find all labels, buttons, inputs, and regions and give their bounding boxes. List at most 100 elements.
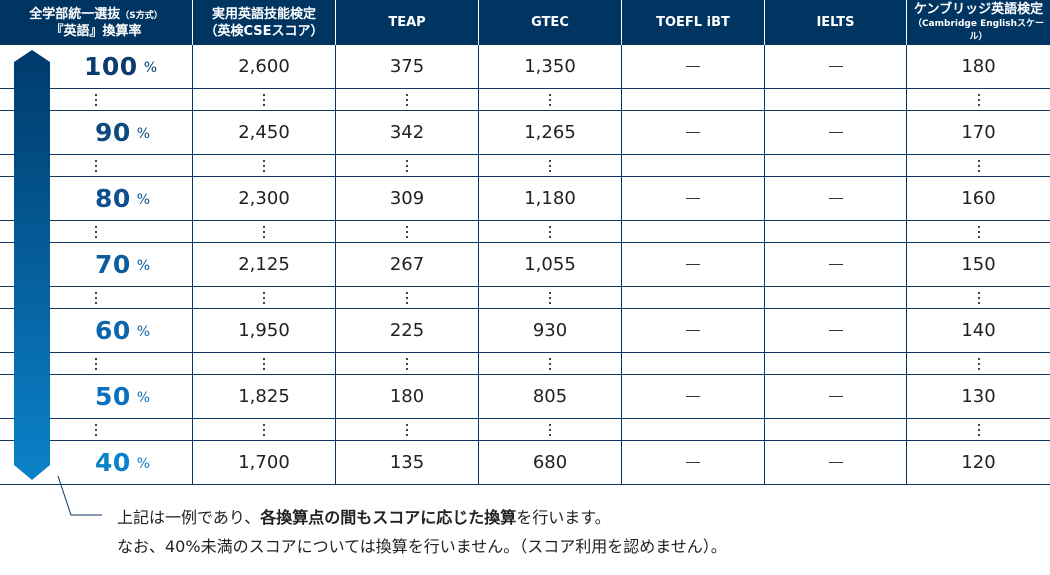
- score-value: 1,180: [524, 188, 576, 209]
- header-ielts: IELTS: [765, 0, 907, 45]
- score-value: 2,450: [238, 122, 290, 143]
- score-value: 130: [961, 386, 996, 407]
- conversion-rate-cell: 40%: [0, 441, 193, 484]
- interpolation-cell: [479, 353, 622, 374]
- score-value: 225: [389, 320, 425, 341]
- score-value: 309: [389, 188, 425, 209]
- teap-score-cell: 135: [336, 441, 479, 484]
- interpolation-cell: [907, 353, 1050, 374]
- table-row: 60% 1,950 225 930 140: [0, 309, 1050, 353]
- vertical-ellipsis-icon: [263, 357, 265, 370]
- vertical-ellipsis-icon: [977, 159, 980, 172]
- footnote-text: を行います。: [516, 508, 611, 527]
- table-body: 100% 2,600 375 1,350 180 90% 2,450 342 1,265 170 8…: [0, 45, 1050, 485]
- conversion-rate-cell: 80%: [0, 177, 193, 220]
- header-conversion-rate: 全学部統一選抜（S方式） 『英語』換算率: [0, 0, 193, 45]
- interpolation-cell: [336, 221, 479, 242]
- conversion-rate-cell: 70%: [0, 243, 193, 286]
- header-text: TEAP: [388, 15, 426, 30]
- eiken-score-cell: 1,700: [193, 441, 336, 484]
- ielts-score-cell: [765, 177, 907, 220]
- toefl-score-cell: [622, 111, 765, 154]
- header-toefl: TOEFL iBT: [622, 0, 765, 45]
- arrow-icon: [14, 50, 50, 480]
- interpolation-cell: [907, 287, 1050, 308]
- header-text: 全学部統一選抜: [29, 6, 121, 22]
- rate-value: 70: [95, 250, 131, 279]
- ielts-score-cell: [765, 375, 907, 418]
- vertical-ellipsis-icon: [95, 357, 97, 370]
- percent-sign: %: [136, 125, 151, 142]
- table-row: 70% 2,125 267 1,055 150: [0, 243, 1050, 287]
- interpolation-cell: [479, 89, 622, 110]
- interpolation-cell: [765, 353, 907, 374]
- table-row: 90% 2,450 342 1,265 170: [0, 111, 1050, 155]
- rate-value: 60: [95, 316, 131, 345]
- score-value: 805: [532, 386, 568, 407]
- header-eiken: 実用英語技能検定 （英検CSEスコア）: [193, 0, 336, 45]
- vertical-ellipsis-icon: [263, 423, 265, 436]
- ielts-score-cell: [765, 45, 907, 88]
- header-subtext: （Cambridge Englishスケール）: [912, 19, 1045, 42]
- interpolation-cell: [336, 419, 479, 440]
- interpolation-cell: [193, 353, 336, 374]
- teap-score-cell: 225: [336, 309, 479, 352]
- interpolation-cell: [479, 287, 622, 308]
- interpolation-cell: [622, 221, 765, 242]
- interpolation-cell: [622, 287, 765, 308]
- rate-value: 40: [95, 448, 131, 477]
- interpolation-cell: [479, 419, 622, 440]
- score-value: 930: [532, 320, 568, 341]
- cambridge-score-cell: 120: [907, 441, 1050, 484]
- score-value: 375: [389, 56, 425, 77]
- percent-sign: %: [136, 191, 151, 208]
- header-cambridge: ケンブリッジ英語検定 （Cambridge Englishスケール）: [907, 0, 1050, 45]
- interpolation-cell: [622, 353, 765, 374]
- toefl-score-cell: [622, 441, 765, 484]
- interpolation-cell: [765, 287, 907, 308]
- dash-not-applicable: [828, 395, 843, 398]
- score-value: 170: [961, 122, 996, 143]
- score-value: 160: [961, 188, 996, 209]
- table-header: 全学部統一選抜（S方式） 『英語』換算率 実用英語技能検定 （英検CSEスコア）…: [0, 0, 1050, 45]
- teap-score-cell: 267: [336, 243, 479, 286]
- teap-score-cell: 180: [336, 375, 479, 418]
- score-value: 680: [532, 452, 568, 473]
- vertical-ellipsis-icon: [549, 93, 551, 106]
- cambridge-score-cell: 150: [907, 243, 1050, 286]
- conversion-rate-cell: 100%: [0, 45, 193, 88]
- header-text: IELTS: [816, 15, 855, 30]
- interpolation-cell: [907, 221, 1050, 242]
- vertical-ellipsis-icon: [549, 159, 551, 172]
- table-row: 40% 1,700 135 680 120: [0, 441, 1050, 485]
- eiken-score-cell: 2,450: [193, 111, 336, 154]
- percent-sign: %: [143, 59, 157, 76]
- vertical-ellipsis-icon: [406, 291, 408, 304]
- interpolation-row: [0, 89, 1050, 111]
- score-value: 135: [389, 452, 425, 473]
- interpolation-cell: [336, 353, 479, 374]
- eiken-score-cell: 2,125: [193, 243, 336, 286]
- interpolation-cell: [765, 221, 907, 242]
- header-gtec: GTEC: [479, 0, 622, 45]
- cambridge-score-cell: 180: [907, 45, 1050, 88]
- header-text: TOEFL iBT: [656, 15, 730, 30]
- dash-not-applicable: [686, 395, 700, 398]
- leader-line: [57, 475, 102, 516]
- toefl-score-cell: [622, 243, 765, 286]
- score-value: 180: [389, 386, 425, 407]
- score-value: 1,825: [238, 386, 290, 407]
- ielts-score-cell: [765, 111, 907, 154]
- header-text: （英検CSEスコア）: [204, 23, 324, 39]
- cambridge-score-cell: 160: [907, 177, 1050, 220]
- vertical-ellipsis-icon: [95, 291, 97, 304]
- dash-not-applicable: [828, 131, 843, 134]
- score-value: 1,055: [524, 254, 576, 275]
- toefl-score-cell: [622, 177, 765, 220]
- dash-not-applicable: [686, 65, 700, 68]
- score-value: 1,350: [524, 56, 576, 77]
- footnote-text: 上記は一例であり、: [117, 508, 261, 527]
- interpolation-cell: [907, 155, 1050, 176]
- ielts-score-cell: [765, 243, 907, 286]
- interpolation-row: [0, 155, 1050, 177]
